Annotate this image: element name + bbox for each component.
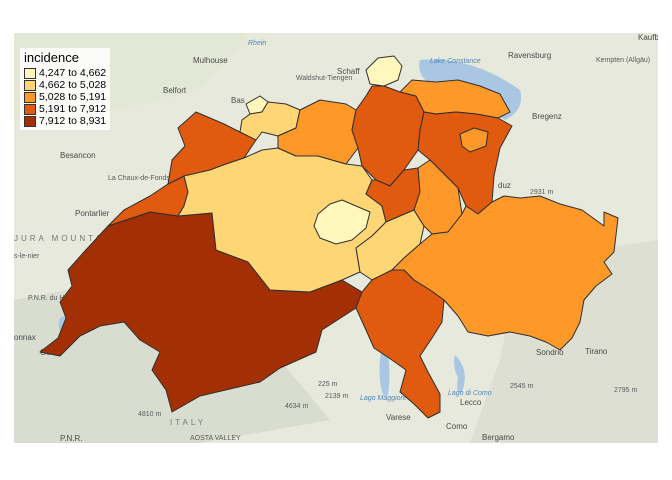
place-label-schaffhausen: Schaff — [337, 67, 360, 76]
water-label-rhein: Rhein — [248, 40, 266, 47]
place-label-sondrio: Sondrio — [536, 348, 564, 357]
legend-label: 4,247 to 4,662 — [39, 67, 107, 79]
map-frame[interactable]: Mulhouse Belfort Bas Waldshut-Tiengen Sc… — [14, 33, 658, 443]
place-label-tirano: Tirano — [585, 347, 608, 356]
place-label-lecco: Lecco — [460, 398, 482, 407]
legend-label: 5,191 to 7,912 — [39, 103, 107, 115]
place-label-les-le-nier: s-le-nier — [14, 253, 40, 260]
legend-swatch — [24, 115, 36, 127]
legend-item: 4,247 to 4,662 — [24, 67, 106, 79]
place-label-pontarlier: Pontarlier — [75, 209, 110, 218]
legend-label: 4,662 to 5,028 — [39, 79, 107, 91]
canton-schaffhausen[interactable] — [365, 55, 403, 87]
place-label-kempten: Kempten (Allgäu) — [596, 57, 650, 64]
canton-ticino[interactable] — [355, 269, 445, 419]
place-label-ravensburg: Ravensburg — [508, 51, 551, 60]
legend-label: 5,028 to 5,191 — [39, 91, 107, 103]
legend-swatch — [24, 79, 36, 91]
place-label-como: Como — [446, 422, 468, 431]
legend-label: 7,912 to 8,931 — [39, 115, 107, 127]
legend-swatch — [24, 103, 36, 115]
place-label-kaufbeuren: Kaufb — [638, 33, 658, 42]
legend-swatch — [24, 67, 36, 79]
legend-item: 5,028 to 5,191 — [24, 91, 106, 103]
water-label-lake-constance: Lake Constance — [430, 58, 481, 65]
water-label-lago-maggiore: Lago Maggiore — [360, 395, 407, 402]
legend-title: incidence — [24, 50, 79, 65]
legend-swatch — [24, 91, 36, 103]
map-legend: incidence 4,247 to 4,662 4,662 to 5,028 … — [20, 48, 111, 130]
canton-aargau[interactable] — [277, 99, 359, 165]
elevation-label-1: 225 m — [318, 381, 338, 388]
elevation-label-7: 2931 m — [530, 189, 554, 196]
map-canvas[interactable]: Mulhouse Belfort Bas Waldshut-Tiengen Sc… — [14, 33, 658, 443]
lake-como — [454, 355, 465, 393]
mountain-label-jura: JURA MOUNTA — [14, 234, 104, 243]
place-label-oyonnax: onnax — [14, 333, 36, 342]
place-label-basel: Bas — [231, 96, 245, 105]
place-label-besancon: Besancon — [60, 151, 96, 160]
elevation-label-5: 2545 m — [510, 383, 534, 390]
region-label-aosta-valley: AOSTA VALLEY — [190, 435, 241, 442]
elevation-label-3: 4810 m — [138, 411, 162, 418]
canton-appenzell[interactable] — [459, 127, 489, 153]
place-label-vaduz: duz — [498, 181, 511, 190]
water-label-lago-di-como: Lago di Como — [448, 390, 492, 397]
place-label-pnr-haut-jura: P.N.R. du Haut-Jura — [28, 295, 90, 302]
place-label-mulhouse: Mulhouse — [193, 56, 228, 65]
place-label-pnr: P.N.R. — [60, 434, 83, 443]
place-label-varese: Varese — [386, 413, 411, 422]
place-label-belfort: Belfort — [163, 86, 187, 95]
elevation-label-4: 4634 m — [285, 403, 309, 410]
elevation-label-6: 2795 m — [614, 387, 638, 394]
place-label-waldshut: Waldshut-Tiengen — [296, 75, 352, 82]
canton-layer — [39, 55, 619, 419]
legend-item: 4,662 to 5,028 — [24, 79, 106, 91]
country-label-italy: ITALY — [170, 418, 206, 427]
canton-central-small[interactable] — [313, 199, 371, 245]
place-label-bergamo: Bergamo — [482, 433, 515, 442]
place-label-bregenz: Bregenz — [532, 112, 562, 121]
legend-item: 5,191 to 7,912 — [24, 103, 106, 115]
legend-item: 7,912 to 8,931 — [24, 115, 106, 127]
elevation-label-2: 2139 m — [325, 393, 349, 400]
place-label-la-chaux-de-fonds: La Chaux-de-Fonds — [108, 175, 170, 182]
